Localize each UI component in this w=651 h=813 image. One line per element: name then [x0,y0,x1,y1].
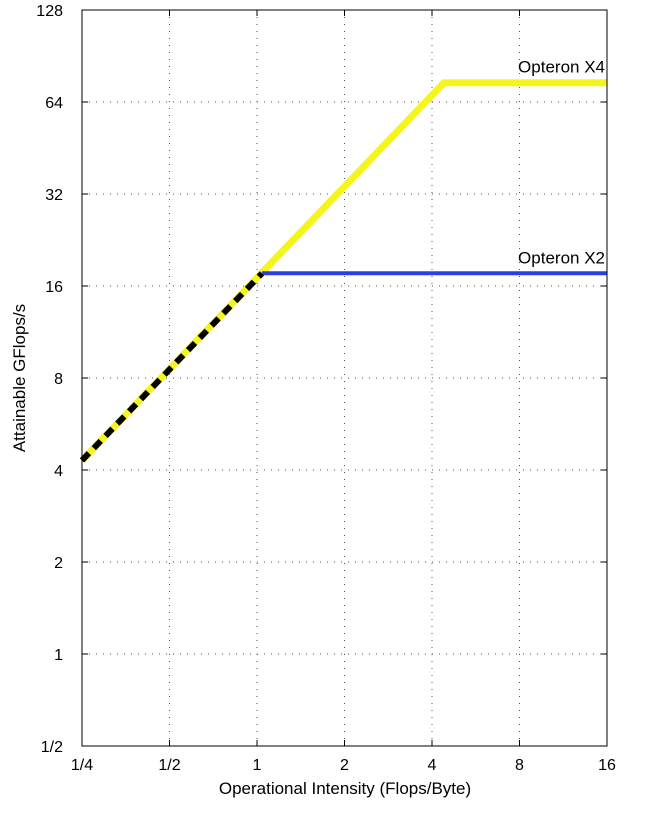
series-label-opteron-x2: Opteron X2 [518,248,605,267]
x-tick-label: 8 [515,757,524,774]
x-tick-label: 4 [428,757,437,774]
y-tick-label: 128 [36,3,63,20]
y-axis-title: Attainable GFlops/s [10,304,29,452]
series-lines [79,79,607,463]
series-labels: Opteron X4 Opteron X2 [518,58,605,268]
x-axis-title: Operational Intensity (Flops/Byte) [219,779,471,798]
axis-ticks [81,9,608,747]
y-tick-label: 64 [45,95,63,112]
y-tick-label: 32 [45,187,63,204]
y-tick-label: 16 [45,279,63,296]
y-tick-label: 1/2 [41,739,63,756]
y-tick-label: 2 [54,555,63,572]
tick-labels: 1/4 1/2 1 2 4 8 16 1/2 1 2 4 8 16 32 64 128 [36,3,616,774]
y-tick-label: 8 [54,371,63,388]
x-tick-label: 1/2 [158,757,180,774]
series-label-opteron-x4: Opteron X4 [518,58,605,77]
x-tick-label: 1 [253,757,262,774]
plot-background [82,10,607,746]
x-tick-label: 1/4 [71,757,93,774]
x-tick-label: 2 [340,757,349,774]
x-tick-label: 16 [598,757,616,774]
series-line-shared-bandwidth [79,271,265,463]
y-tick-label: 1 [54,647,63,664]
y-tick-label: 4 [54,463,63,480]
